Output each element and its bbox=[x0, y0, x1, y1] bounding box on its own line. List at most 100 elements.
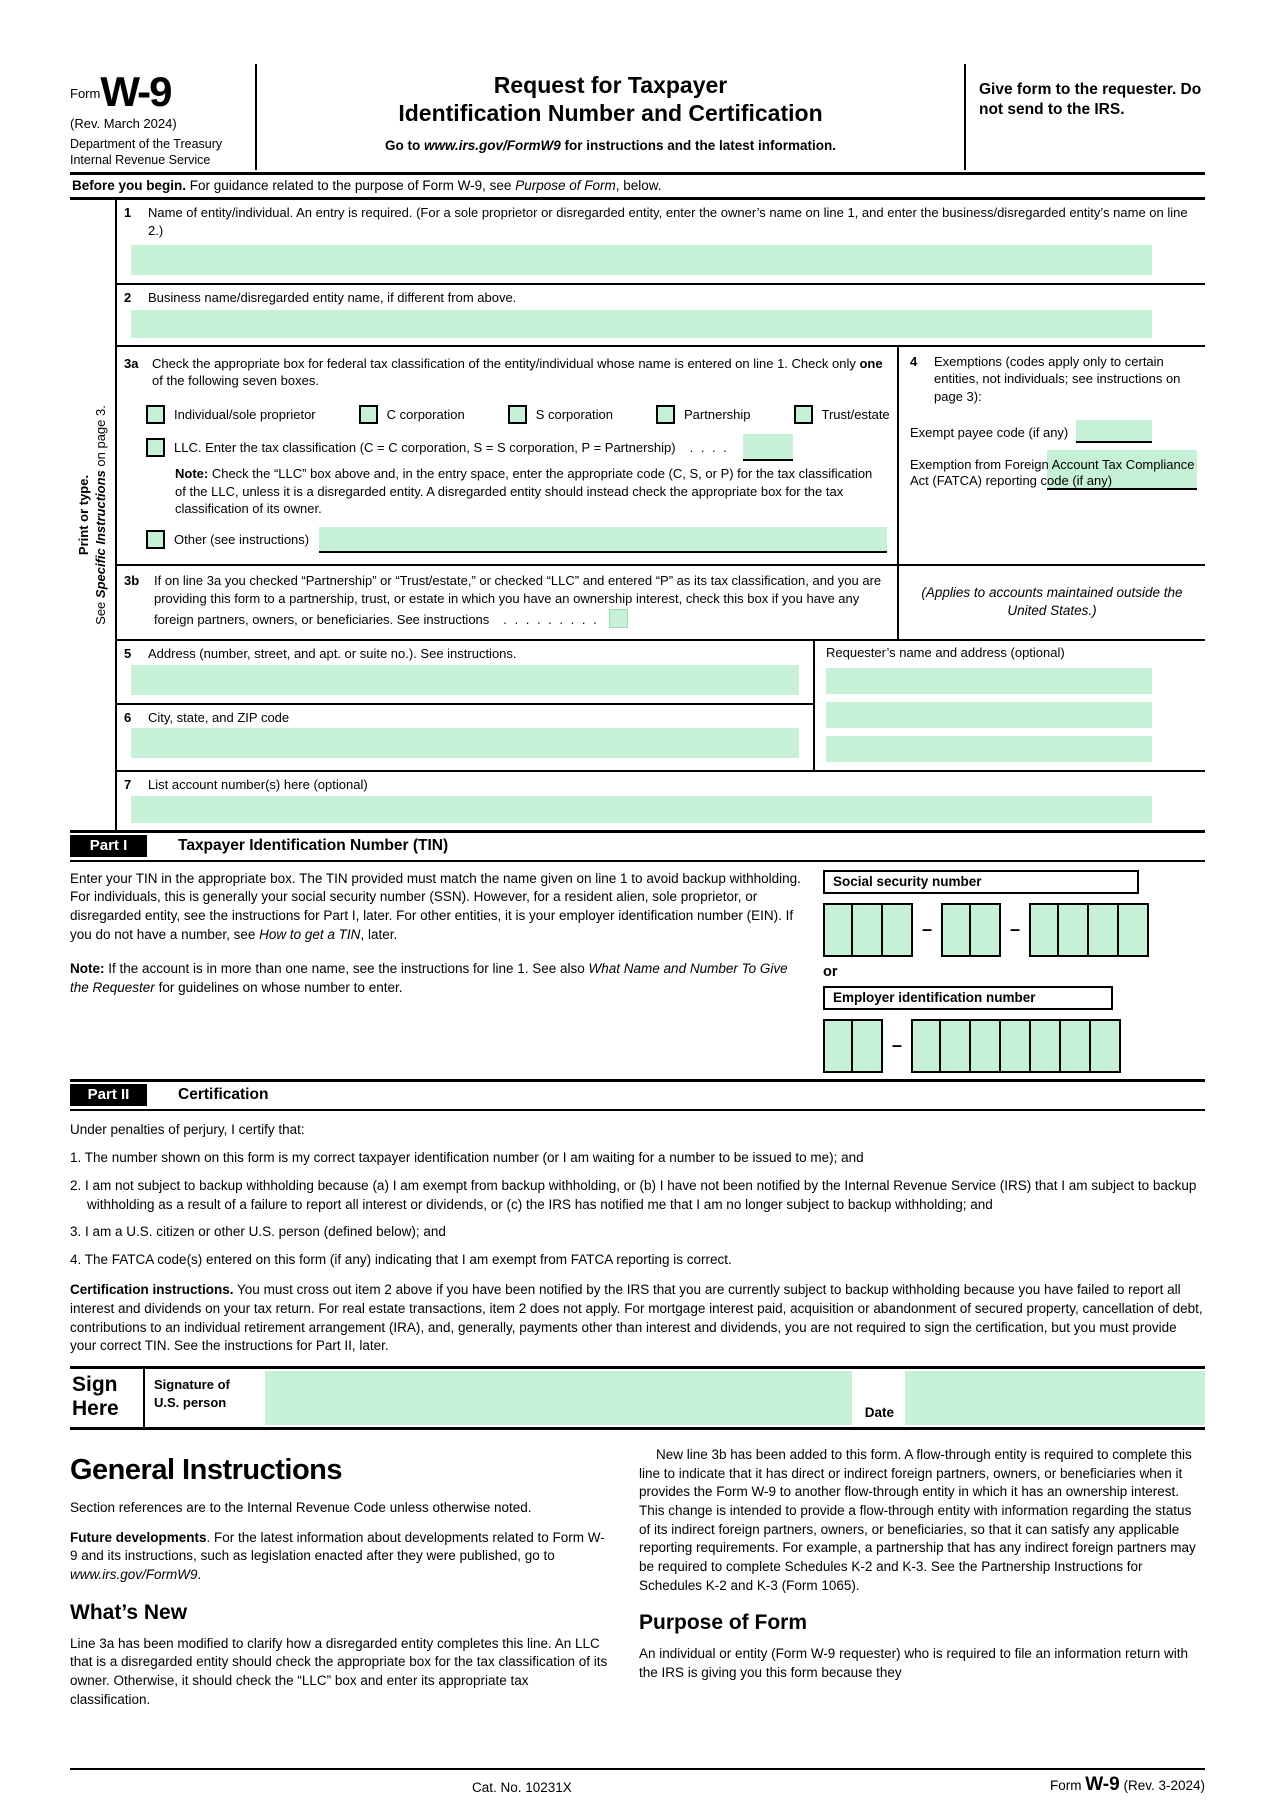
part2-badge: Part II bbox=[70, 1083, 147, 1106]
form-title-block: Request for Taxpayer Identification Numbe… bbox=[257, 64, 964, 170]
part2-header: Part II Certification bbox=[70, 1078, 1205, 1111]
line7-label: List account number(s) here (optional) bbox=[148, 777, 368, 793]
part1-body: Enter your TIN in the appropriate box. T… bbox=[70, 862, 1205, 1079]
signature-input[interactable] bbox=[265, 1370, 852, 1426]
gi-right-column: New line 3b has been added to this form.… bbox=[639, 1446, 1205, 1720]
form-number: W-9 bbox=[100, 68, 172, 115]
applies-note: (Applies to accounts maintained outside … bbox=[897, 565, 1205, 640]
business-name-input[interactable] bbox=[131, 309, 1152, 338]
department-label: Department of the Treasury bbox=[70, 137, 223, 151]
account-numbers-input[interactable] bbox=[131, 795, 1152, 823]
ein-digit-4[interactable] bbox=[941, 1018, 972, 1073]
ssn-dash-2: – bbox=[1010, 919, 1021, 940]
date-input[interactable] bbox=[905, 1370, 1205, 1426]
purpose-of-form-paragraph: An individual or entity (Form W-9 reques… bbox=[639, 1646, 1188, 1680]
line6-number: 6 bbox=[124, 709, 132, 725]
ein-label: Employer identification number bbox=[823, 985, 1113, 1010]
ein-digit-8[interactable] bbox=[1061, 1018, 1092, 1073]
line6-label: City, state, and ZIP code bbox=[148, 709, 290, 725]
line5-label: Address (number, street, and apt. or sui… bbox=[148, 646, 517, 662]
line3b-label: If on line 3a you checked “Partnership” … bbox=[154, 572, 882, 629]
general-instructions-title: General Instructions bbox=[70, 1454, 343, 1487]
address-input[interactable] bbox=[131, 664, 799, 695]
llc-checkbox[interactable] bbox=[146, 437, 165, 457]
ssn-digit-8[interactable] bbox=[1089, 902, 1120, 957]
ein-digit-9[interactable] bbox=[1091, 1018, 1122, 1073]
or-label: or bbox=[823, 963, 838, 980]
requester-input-1[interactable] bbox=[826, 668, 1152, 695]
checkbox-item-s-corp: S corporation bbox=[507, 404, 613, 424]
ssn-digit-3[interactable] bbox=[883, 902, 913, 957]
line1-row: 1 Name of entity/individual. An entry is… bbox=[117, 200, 1205, 286]
line4-number: 4 bbox=[910, 353, 918, 369]
partnership-checkbox[interactable] bbox=[656, 404, 676, 424]
ssn-digit-1[interactable] bbox=[823, 902, 853, 957]
ssn-digit-9[interactable] bbox=[1119, 902, 1150, 957]
city-state-zip-input[interactable] bbox=[131, 728, 799, 759]
ein-digit-row: – bbox=[823, 1018, 1205, 1073]
ein-digit-2[interactable] bbox=[853, 1018, 883, 1073]
llc-row: LLC. Enter the tax classification (C = C… bbox=[146, 433, 887, 461]
line3b-row: 3b If on line 3a you checked “Partnershi… bbox=[117, 565, 1205, 642]
ssn-dash-1: – bbox=[922, 919, 933, 940]
form-fields: 1 Name of entity/individual. An entry is… bbox=[115, 200, 1205, 830]
line5-cell: 5 Address (number, street, and apt. or s… bbox=[117, 641, 813, 705]
other-checkbox[interactable] bbox=[146, 530, 165, 550]
ein-digit-6[interactable] bbox=[1001, 1018, 1032, 1073]
tin-boxes: Social security number – – or Employer i… bbox=[823, 869, 1205, 1077]
new-line-3b-paragraph: New line 3b has been added to this form.… bbox=[639, 1447, 1196, 1593]
page-footer: Cat. No. 10231X Form W-9 (Rev. 3-2024) bbox=[70, 1768, 1205, 1812]
part2-body: Under penalties of perjury, I certify th… bbox=[70, 1111, 1205, 1366]
ssn-digit-6[interactable] bbox=[1029, 902, 1060, 957]
part1-badge: Part I bbox=[70, 834, 147, 857]
whats-new-paragraph: Line 3a has been modified to clarify how… bbox=[70, 1635, 608, 1707]
general-instructions-section: General Instructions Section references … bbox=[70, 1446, 1205, 1720]
other-input[interactable] bbox=[319, 526, 887, 553]
line7-number: 7 bbox=[124, 777, 132, 793]
fatca-code-input[interactable] bbox=[1047, 450, 1197, 491]
line6-cell: 6 City, state, and ZIP code bbox=[117, 705, 813, 767]
trust-estate-checkbox[interactable] bbox=[793, 404, 813, 424]
line2-row: 2 Business name/disregarded entity name,… bbox=[117, 285, 1205, 347]
requester-label: Requester’s name and address (optional) bbox=[826, 645, 1065, 661]
ssn-label: Social security number bbox=[823, 869, 1139, 894]
ein-digit-5[interactable] bbox=[971, 1018, 1002, 1073]
certification-item-3: 3. I am a U.S. citizen or other U.S. per… bbox=[70, 1224, 446, 1240]
fatca-label: Exemption from Foreign Account Tax Compl… bbox=[910, 456, 1195, 489]
exempt-payee-code-input[interactable] bbox=[1076, 419, 1153, 443]
ssn-digit-2[interactable] bbox=[853, 902, 883, 957]
line7-row: 7 List account number(s) here (optional) bbox=[117, 772, 1205, 823]
c-corporation-checkbox[interactable] bbox=[358, 404, 378, 424]
ssn-digit-4[interactable] bbox=[941, 902, 972, 957]
agency-label: Internal Revenue Service bbox=[70, 152, 211, 167]
gi-left-column: General Instructions Section references … bbox=[70, 1446, 610, 1720]
irs-url-link: www.irs.gov/FormW9 bbox=[423, 138, 561, 154]
line2-label: Business name/disregarded entity name, i… bbox=[148, 290, 517, 306]
certification-item-1: 1. The number shown on this form is my c… bbox=[70, 1150, 864, 1166]
llc-note: Note: Check the “LLC” box above and, in … bbox=[175, 465, 873, 517]
part1-title: Taxpayer Identification Number (TIN) bbox=[178, 836, 449, 854]
ein-digit-3[interactable] bbox=[911, 1018, 942, 1073]
foreign-partners-checkbox[interactable] bbox=[608, 609, 628, 629]
part2-title: Certification bbox=[178, 1085, 269, 1103]
checkbox-item-c-corp: C corporation bbox=[358, 404, 465, 424]
ein-digit-1[interactable] bbox=[823, 1018, 853, 1073]
sign-here-label: Sign Here bbox=[72, 1372, 119, 1421]
line2-number: 2 bbox=[124, 290, 132, 306]
line5-number: 5 bbox=[124, 646, 132, 662]
requester-input-3[interactable] bbox=[826, 736, 1152, 763]
requester-input-2[interactable] bbox=[826, 702, 1152, 729]
ein-digit-7[interactable] bbox=[1031, 1018, 1062, 1073]
individual-sole-proprietor-checkbox[interactable] bbox=[146, 404, 165, 424]
s-corporation-checkbox[interactable] bbox=[507, 404, 527, 424]
name-input[interactable] bbox=[131, 245, 1152, 276]
ssn-digit-5[interactable] bbox=[971, 902, 1002, 957]
line3b-cell: 3b If on line 3a you checked “Partnershi… bbox=[117, 566, 897, 640]
certification-item-2: 2. I am not subject to backup withholdin… bbox=[70, 1177, 1197, 1212]
line3a-label: Check the appropriate box for federal ta… bbox=[152, 355, 883, 389]
sign-here-row: Sign Here Signature of U.S. person Date bbox=[70, 1365, 1205, 1431]
llc-classification-input[interactable] bbox=[742, 433, 793, 461]
fatca-line: Exemption from Foreign Account Tax Compl… bbox=[910, 450, 1197, 491]
ssn-digit-7[interactable] bbox=[1059, 902, 1090, 957]
